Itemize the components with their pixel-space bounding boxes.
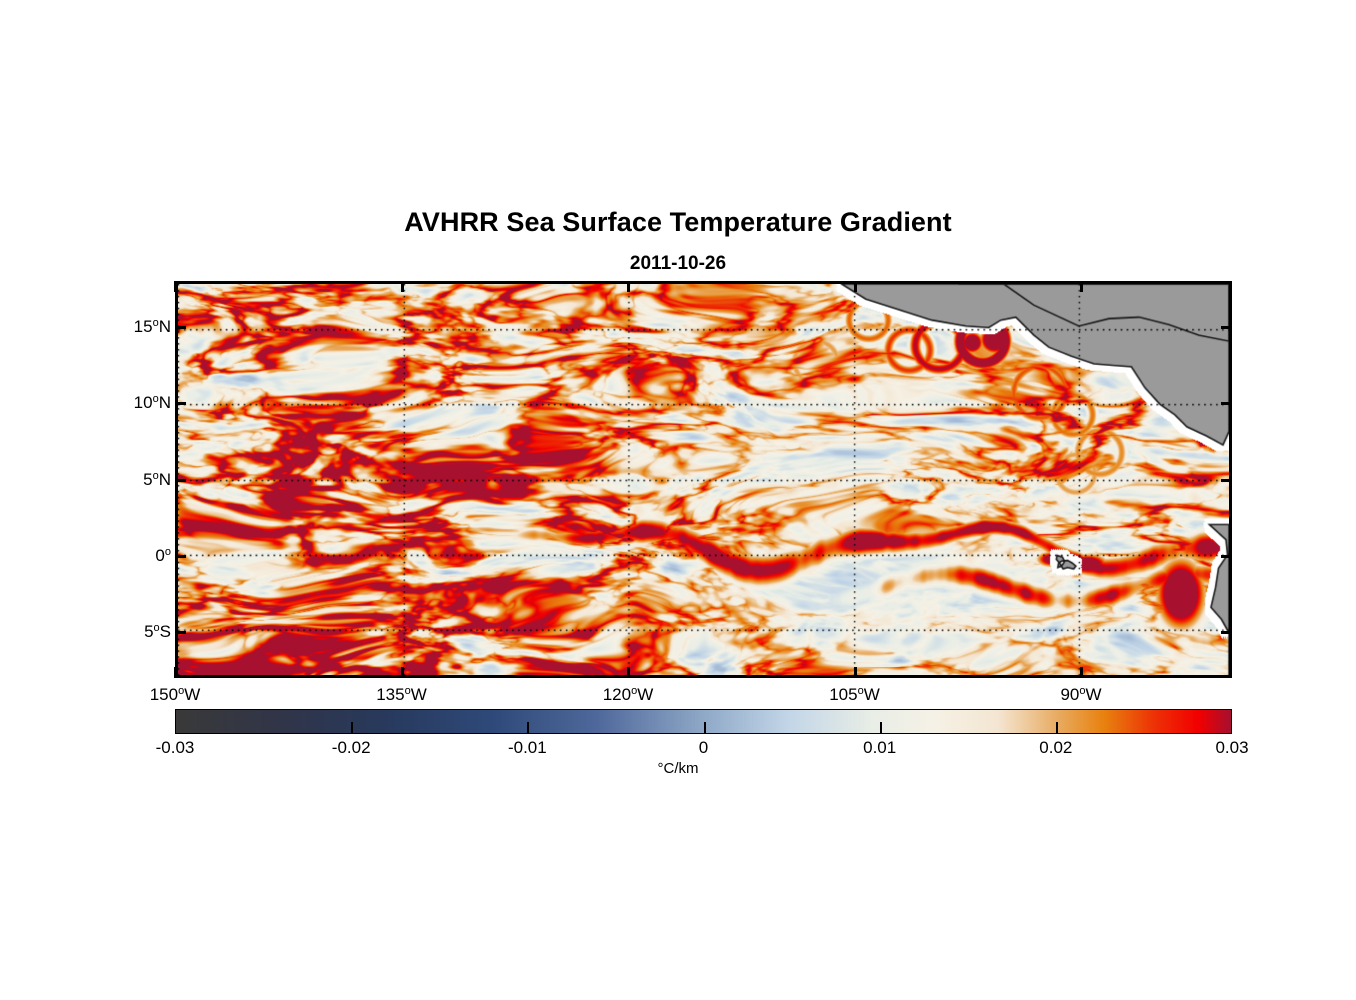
x-tick-mark <box>627 667 630 678</box>
colorbar-tick-label: 0.03 <box>1215 738 1249 757</box>
x-tick-mark <box>174 281 177 292</box>
colorbar-tick-label: -0.01 <box>507 738 547 757</box>
y-tick-mark <box>175 402 186 406</box>
page-title: AVHRR Sea Surface Temperature Gradient <box>404 207 952 237</box>
y-tick-label: 15oN <box>133 316 171 336</box>
y-tick-mark <box>175 325 186 329</box>
x-tick-mark <box>174 667 177 678</box>
x-tick-label: 135oW <box>376 685 427 704</box>
y-tick-label: 0o <box>155 545 171 565</box>
x-tick-mark <box>627 281 630 292</box>
y-tick-mark <box>1221 631 1232 635</box>
y-tick-label: 5oN <box>143 469 171 489</box>
colorbar[interactable] <box>175 709 1232 734</box>
y-tick-label: 5oS <box>144 622 171 642</box>
map-plot-area <box>175 281 1232 678</box>
colorbar-tick-label: -0.03 <box>155 738 195 757</box>
colorbar-tick-label: -0.02 <box>331 738 371 757</box>
x-tick-mark <box>400 281 404 292</box>
x-tick-label: 90oW <box>1060 685 1102 704</box>
y-tick-mark <box>1221 325 1232 329</box>
x-tick-mark <box>400 667 404 678</box>
colorbar-tick-mark <box>527 722 530 733</box>
x-tick-mark <box>853 281 857 292</box>
x-tick-mark <box>1080 281 1083 292</box>
y-tick-label: 10oN <box>133 393 171 413</box>
x-tick-mark <box>1080 667 1083 678</box>
colorbar-tick-mark <box>351 722 354 733</box>
colorbar-tick-mark <box>879 722 882 733</box>
colorbar-tick-label: 0.02 <box>1039 738 1073 757</box>
colorbar-unit-label: °C/km <box>657 760 699 777</box>
colorbar-tick-label: 0.01 <box>863 738 897 757</box>
x-tick-mark <box>853 667 857 678</box>
colorbar-tick-mark <box>703 722 706 733</box>
y-tick-mark <box>1221 402 1232 406</box>
figure-date-subtitle: 2011-10-26 <box>629 253 727 274</box>
x-tick-label: 150oW <box>149 685 201 704</box>
y-tick-mark <box>1221 554 1232 558</box>
y-tick-mark <box>175 478 186 482</box>
y-tick-mark <box>175 631 186 635</box>
sst-gradient-heatmap <box>178 284 1229 675</box>
y-tick-mark <box>1221 478 1232 482</box>
colorbar-tick-label: 0 <box>698 738 709 757</box>
colorbar-tick-mark <box>1055 722 1058 733</box>
x-tick-label: 120oW <box>602 685 654 704</box>
y-tick-mark <box>175 554 186 558</box>
colorbar-gradient <box>176 710 1231 733</box>
x-tick-label: 105oW <box>829 685 880 704</box>
